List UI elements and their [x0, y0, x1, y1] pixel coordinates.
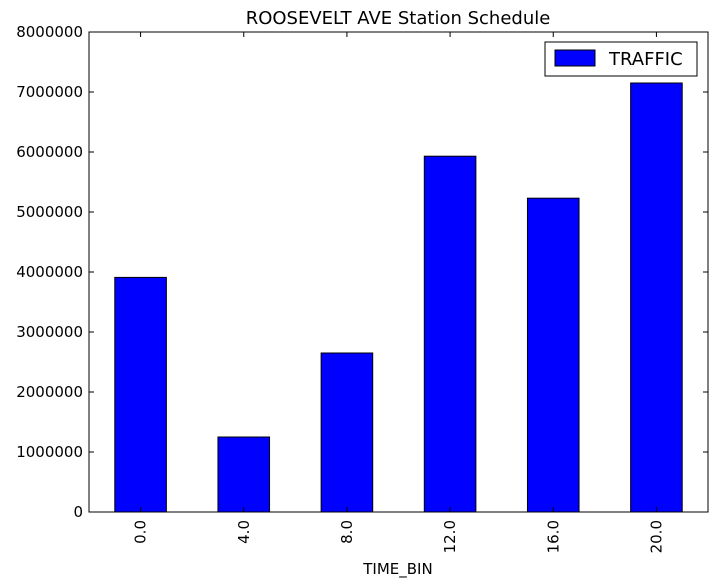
x-tick-label: 0.0: [132, 520, 150, 544]
bar-16.0: [526, 197, 580, 513]
y-tick-label: 2000000: [16, 383, 83, 401]
legend-label: TRAFFIC: [608, 49, 683, 70]
y-tick-label: 3000000: [16, 323, 83, 341]
bar-20.0: [630, 82, 683, 513]
bar-12.0: [423, 155, 477, 513]
plot-area: [88, 31, 709, 513]
bars: [114, 82, 683, 513]
y-tick-label: 5000000: [16, 203, 83, 221]
bar-0.0: [114, 276, 167, 513]
y-axis-ticks: 0 1000000 2000000 3000000 4000000 5000000 6000…: [16, 23, 708, 521]
y-tick-label: 0: [73, 503, 83, 521]
y-tick-label: 7000000: [16, 83, 83, 101]
x-axis-title: TIME_BIN: [362, 560, 432, 579]
x-tick-label: 4.0: [235, 520, 253, 544]
legend: TRAFFIC: [544, 41, 698, 77]
x-tick-label: 20.0: [647, 520, 665, 553]
legend-swatch: [554, 49, 596, 67]
x-tick-label: 12.0: [441, 520, 459, 553]
chart-title: ROOSEVELT AVE Station Schedule: [246, 8, 551, 29]
y-tick-label: 8000000: [16, 23, 83, 41]
y-tick-label: 6000000: [16, 143, 83, 161]
x-axis-ticks: 0.0 4.0 8.0 12.0 16.0 20.0: [132, 32, 665, 553]
bar-8.0: [320, 352, 374, 513]
bar-4.0: [217, 436, 271, 513]
x-tick-label: 8.0: [338, 520, 356, 544]
legend-box: [544, 41, 698, 77]
y-tick-label: 4000000: [16, 263, 83, 281]
x-tick-label: 16.0: [544, 520, 562, 553]
y-tick-label: 1000000: [16, 443, 83, 461]
